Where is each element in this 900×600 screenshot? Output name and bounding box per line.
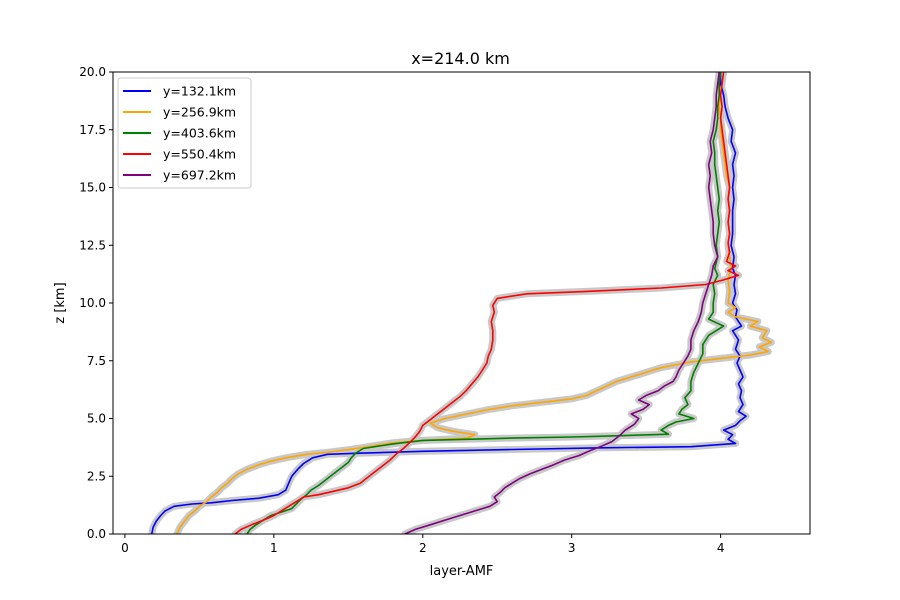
uncertainty-band-4 <box>231 72 742 534</box>
y-tick-label: 2.5 <box>87 469 106 483</box>
legend: y=132.1km y=256.9km y=403.6km y=550.4km y=69… <box>117 77 252 189</box>
legend-label: y=132.1km <box>163 84 236 99</box>
y-tick-label: 12.5 <box>79 238 106 252</box>
chart-title: x=214.0 km <box>411 49 510 68</box>
y-tick-label: 0.0 <box>87 527 106 541</box>
legend-label: y=550.4km <box>163 147 236 162</box>
legend-box <box>117 77 252 189</box>
legend-label: y=403.6km <box>163 126 236 141</box>
uncertainty-band-2 <box>173 72 775 534</box>
series-line-1 <box>150 72 747 534</box>
series-line-3 <box>246 72 725 534</box>
x-tick-label: 1 <box>270 541 278 555</box>
series-line-4 <box>234 72 740 534</box>
legend-label: y=697.2km <box>163 168 236 183</box>
uncertainty-band-3 <box>243 72 728 534</box>
x-axis: 0 1 2 3 4 <box>121 534 724 555</box>
series-line-5 <box>404 72 720 534</box>
x-tick-label: 0 <box>121 541 129 555</box>
y-axis-label: z [km] <box>53 282 68 323</box>
legend-label: y=256.9km <box>163 105 236 120</box>
y-tick-label: 15.0 <box>79 181 106 195</box>
y-tick-label: 10.0 <box>79 296 106 310</box>
y-tick-label: 5.0 <box>87 412 106 426</box>
series-lines <box>150 72 773 534</box>
x-axis-label: layer-AMF <box>430 564 494 579</box>
y-axis: 0.0 2.5 5.0 7.5 10.0 12.5 15.0 17.5 20.0 <box>79 65 113 541</box>
x-tick-label: 3 <box>568 541 576 555</box>
x-tick-label: 4 <box>717 541 725 555</box>
x-tick-label: 2 <box>419 541 427 555</box>
y-tick-label: 20.0 <box>79 65 106 79</box>
y-tick-label: 7.5 <box>87 354 106 368</box>
uncertainty-band-5 <box>401 72 723 534</box>
y-tick-label: 17.5 <box>79 123 106 137</box>
